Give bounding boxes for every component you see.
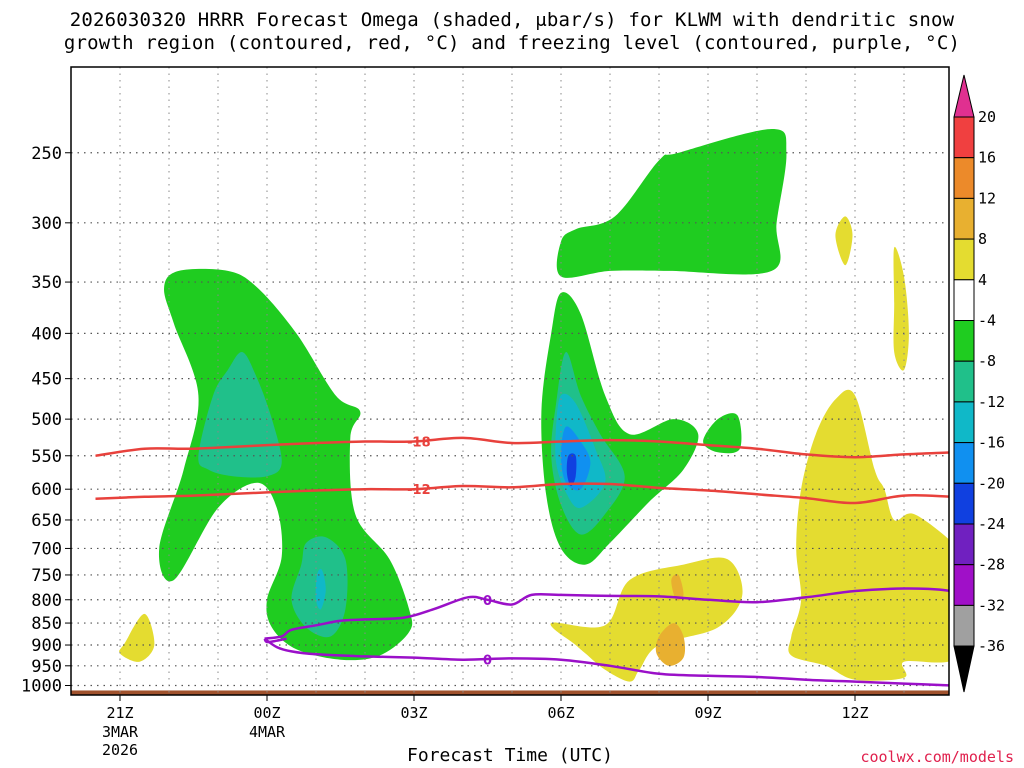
omega-region-8	[566, 453, 577, 487]
colorbar-bottom-arrow	[953, 645, 975, 693]
y-tick-label: 650	[31, 511, 62, 531]
colorbar-swatch	[953, 401, 975, 444]
omega-region-17	[788, 389, 949, 681]
colorbar-swatch	[953, 197, 975, 240]
x-tick-label: 00Z	[253, 704, 280, 722]
colorbar-label: -16	[978, 434, 1005, 452]
x-tick-label: 09Z	[694, 704, 721, 722]
x-tick-label: 06Z	[547, 704, 574, 722]
y-tick-label: 900	[31, 636, 62, 656]
y-tick-label: 350	[31, 273, 62, 293]
ground-surface-bar	[71, 690, 949, 695]
colorbar-swatch	[953, 523, 975, 566]
omega-shading-layer	[119, 129, 949, 682]
x-tick-label: 12Z	[841, 704, 868, 722]
x-axis-title: Forecast Time (UTC)	[407, 745, 613, 766]
chart-title-line-2: growth region (contoured, red, °C) and f…	[63, 32, 961, 54]
colorbar-label: 12	[978, 189, 996, 207]
y-axis: 2503003504004505005506006507007508008509…	[21, 144, 71, 697]
colorbar-swatch	[953, 604, 975, 647]
colorbar-legend: 20 16 12 8 4 -4 -8 -12 -16 -20 -24 -28 -32 -36	[953, 74, 1005, 693]
colorbar-label: 4	[978, 271, 987, 289]
freezing-level-contour-0	[264, 587, 949, 640]
colorbar-swatch	[953, 442, 975, 484]
colorbar-label: -32	[978, 596, 1005, 614]
y-tick-label: 700	[31, 539, 62, 559]
omega-region-9	[556, 129, 787, 278]
colorbar-swatch	[953, 482, 975, 525]
colorbar-swatch	[953, 157, 975, 199]
omega-region-13	[119, 613, 155, 662]
y-tick-label: 850	[31, 614, 62, 634]
colorbar-label: -28	[978, 556, 1005, 574]
y-tick-label: 1000	[21, 677, 62, 697]
colorbar-top-arrow	[953, 74, 975, 118]
x-tick-date: 4MAR	[249, 723, 286, 741]
colorbar-label: 20	[978, 108, 996, 126]
omega-region-10	[703, 413, 742, 454]
plot-frame	[70, 66, 950, 696]
omega-region-12	[893, 246, 909, 371]
dgz-contour-1	[95, 482, 949, 505]
y-tick-label: 400	[31, 324, 62, 344]
y-tick-label: 750	[31, 566, 62, 586]
dgz-contour-0	[95, 436, 949, 459]
y-tick-label: 800	[31, 591, 62, 611]
colorbar-swatch	[953, 360, 975, 403]
colorbar-label: -8	[978, 352, 996, 370]
colorbar-label: -20	[978, 474, 1005, 492]
colorbar-label: 16	[978, 149, 996, 167]
gridlines	[71, 67, 949, 695]
omega-region-15	[671, 574, 684, 601]
omega-region-0	[158, 268, 413, 661]
colorbar-swatch	[953, 238, 975, 281]
y-tick-label: 300	[31, 214, 62, 234]
x-tick-date: 3MAR	[102, 723, 139, 741]
y-tick-label: 550	[31, 447, 62, 467]
dgz-contour-label: -18	[407, 436, 431, 451]
colorbar-label: 8	[978, 230, 987, 248]
x-tick-year: 2026	[102, 741, 138, 759]
contour-layer: -18 -12 0 0	[95, 436, 949, 687]
dgz-contour-label: -12	[407, 483, 431, 498]
colorbar-swatch	[953, 564, 975, 606]
colorbar-label: -12	[978, 393, 1005, 411]
freezing-level-contour-label: 0	[483, 594, 492, 609]
y-tick-label: 500	[31, 410, 62, 430]
freezing-level-contour-2	[263, 637, 287, 644]
colorbar-swatch	[953, 279, 975, 321]
freezing-level-contour-1	[263, 637, 949, 687]
chart-title-line-1: 2026030320 HRRR Forecast Omega (shaded, …	[69, 9, 955, 31]
credit-link[interactable]: coolwx.com/models	[860, 748, 1014, 766]
freezing-level-contour-label: 0	[483, 654, 492, 669]
x-tick-label: 03Z	[400, 704, 427, 722]
y-tick-label: 450	[31, 370, 62, 390]
y-tick-label: 250	[31, 144, 62, 164]
y-tick-label: 600	[31, 480, 62, 500]
omega-region-11	[835, 216, 853, 266]
colorbar-swatch	[953, 320, 975, 362]
y-tick-label: 950	[31, 657, 62, 677]
colorbar-label: -36	[978, 637, 1005, 655]
omega-region-14	[550, 557, 743, 682]
x-tick-label: 21Z	[106, 704, 133, 722]
colorbar-label: -4	[978, 312, 996, 330]
colorbar-label: -24	[978, 515, 1005, 533]
colorbar-swatch	[953, 116, 975, 159]
